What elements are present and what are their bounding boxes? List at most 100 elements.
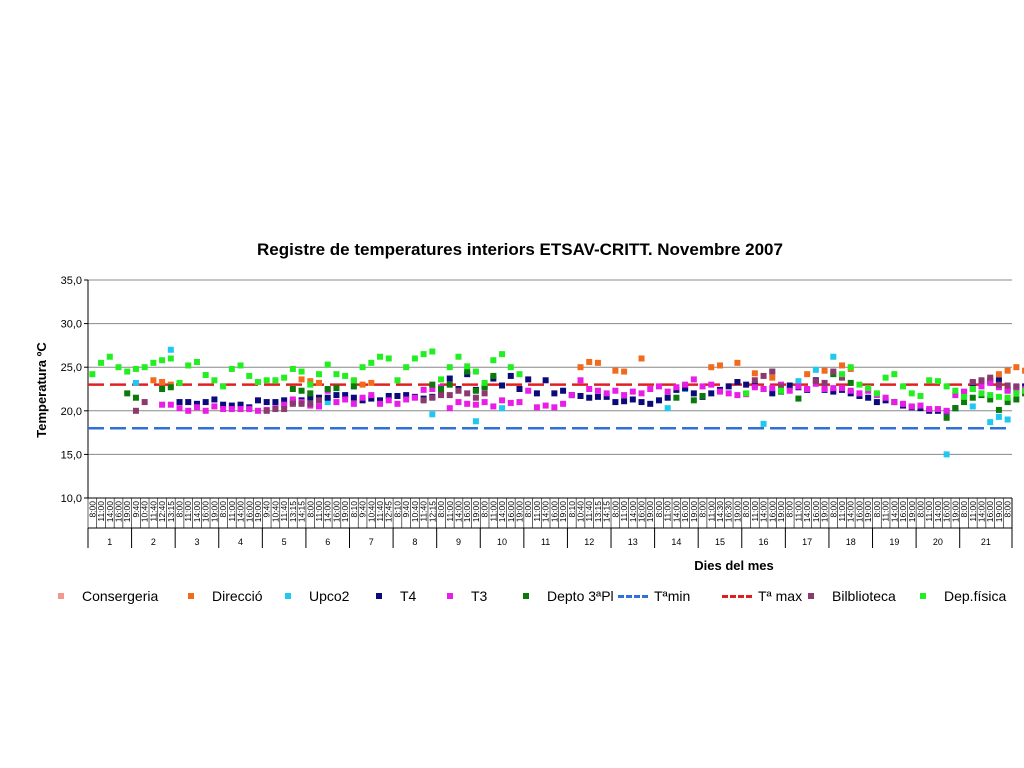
data-point <box>751 370 758 377</box>
day-label: 18 <box>846 537 856 547</box>
x-tick-label: 16:00 <box>201 501 211 523</box>
x-tick-label: 14:15 <box>602 501 612 523</box>
x-tick-label: 9:40 <box>131 501 141 518</box>
data-point <box>995 371 1002 378</box>
legend-item: Upco2 <box>285 586 349 606</box>
data-point <box>995 413 1002 420</box>
x-tick-label: 11:00 <box>837 501 847 522</box>
data-point <box>246 372 253 379</box>
data-point <box>943 383 950 390</box>
data-point <box>298 376 305 383</box>
x-tick-label: 16:00 <box>767 501 777 523</box>
data-point <box>193 358 200 365</box>
data-point <box>655 397 662 404</box>
data-point <box>699 383 706 390</box>
legend-item: T3 <box>447 586 487 606</box>
data-point <box>734 379 741 386</box>
data-point <box>342 372 349 379</box>
legend-item: Depto 3ªPl <box>523 586 614 606</box>
data-point <box>420 351 427 358</box>
x-tick-label: 8:00 <box>480 501 490 518</box>
data-point <box>420 397 427 404</box>
x-tick-label: 11:00 <box>488 501 498 522</box>
x-axis-categories: 8:0011:0014:0016:0019:0019:4010:4011:401… <box>87 498 1013 548</box>
data-point <box>472 394 479 401</box>
data-point <box>481 399 488 406</box>
day-label: 19 <box>889 537 899 547</box>
data-point <box>725 383 732 390</box>
legend-swatch <box>722 594 752 598</box>
x-tick-label: 19:00 <box>514 501 524 523</box>
data-point <box>368 379 375 386</box>
data-point <box>159 401 166 408</box>
data-point <box>455 399 462 406</box>
data-point <box>176 405 183 412</box>
data-point <box>228 365 235 372</box>
x-tick-label: 14:00 <box>541 501 551 523</box>
data-point <box>830 385 837 392</box>
data-point <box>891 371 898 378</box>
data-point <box>1013 396 1020 403</box>
data-point <box>525 376 532 383</box>
y-tick-label: 20,0 <box>61 406 82 418</box>
x-tick-label: 19:00 <box>863 501 873 523</box>
data-point <box>394 400 401 407</box>
x-tick-label: 11:40 <box>148 501 158 522</box>
data-point <box>516 386 523 392</box>
data-point <box>176 379 183 386</box>
legend-item: T4 <box>376 586 416 606</box>
legend-swatch <box>188 593 194 599</box>
data-point <box>272 399 279 406</box>
data-point <box>490 357 497 364</box>
data-point <box>333 385 340 392</box>
data-point <box>690 390 697 397</box>
data-point <box>1004 387 1011 394</box>
data-point <box>368 395 375 402</box>
data-point <box>167 401 174 408</box>
data-point <box>917 402 924 409</box>
data-point <box>987 379 994 386</box>
day-label: 9 <box>456 537 461 547</box>
day-label: 5 <box>282 537 287 547</box>
data-point <box>612 367 619 374</box>
data-point <box>507 364 514 371</box>
x-tick-label: 19:00 <box>209 501 219 523</box>
data-point <box>743 381 750 388</box>
data-point <box>150 377 157 384</box>
y-tick-label: 35,0 <box>61 275 82 287</box>
day-label: 8 <box>412 537 417 547</box>
data-point <box>751 384 758 391</box>
data-point <box>551 404 558 411</box>
data-point <box>411 394 418 401</box>
data-point <box>1004 399 1011 406</box>
x-tick-label: 19:00 <box>122 501 132 523</box>
day-label: 21 <box>981 537 991 547</box>
x-tick-label: 16:00 <box>462 501 472 523</box>
data-point <box>211 396 218 403</box>
day-label: 6 <box>325 537 330 547</box>
x-tick-label: 14:00 <box>105 501 115 523</box>
data-point <box>185 362 192 369</box>
data-point <box>316 403 322 410</box>
x-tick-label: 10:40 <box>366 501 376 523</box>
x-axis-label: Dies del mes <box>694 558 774 573</box>
data-point <box>786 382 793 389</box>
x-tick-label: 11:00 <box>924 501 934 522</box>
data-point <box>132 394 139 401</box>
y-tick-label: 10,0 <box>61 493 82 505</box>
data-point <box>385 392 392 399</box>
data-point <box>560 387 567 394</box>
legend-item: Consergeria <box>58 586 158 606</box>
data-point <box>664 388 671 395</box>
data-point <box>307 378 314 385</box>
x-tick-label: 8:00 <box>828 501 838 518</box>
data-point <box>621 368 628 375</box>
data-point <box>1022 367 1024 374</box>
data-point <box>464 400 471 407</box>
data-point <box>185 399 192 406</box>
data-point <box>132 407 139 414</box>
data-point <box>411 355 418 362</box>
data-point <box>934 406 941 413</box>
x-tick-label: 8:00 <box>436 501 446 518</box>
data-point <box>472 418 479 425</box>
